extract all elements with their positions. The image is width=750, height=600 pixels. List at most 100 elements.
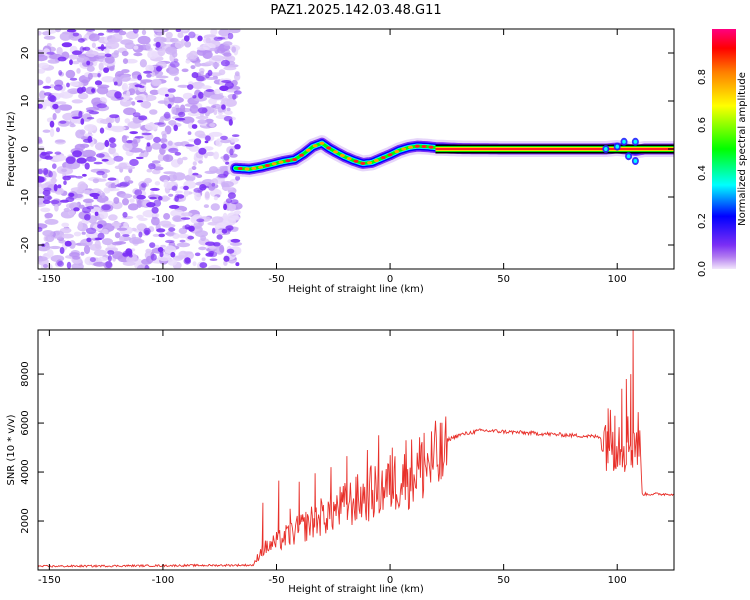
noise-blob-strong [223, 115, 233, 122]
noise-blob [45, 76, 52, 84]
noise-blob-strong [105, 260, 113, 268]
noise-blob [140, 101, 152, 109]
noise-blob-strong [196, 218, 205, 223]
noise-blob [67, 210, 75, 216]
noise-blob [71, 99, 84, 104]
noise-blob [132, 195, 137, 199]
x-tick-label: 50 [497, 575, 510, 586]
noise-blob-strong [86, 156, 97, 162]
colorbar-label: Normalized spectral amplitude [737, 72, 748, 226]
noise-blob [38, 68, 46, 74]
noise-blob [138, 217, 148, 221]
noise-blob [204, 191, 210, 199]
noise-blob [81, 231, 86, 235]
noise-blob [136, 199, 143, 208]
noise-blob [121, 135, 127, 143]
noise-blob-strong [96, 103, 108, 109]
ridge-peak [271, 162, 277, 166]
noise-blob-strong [227, 32, 234, 40]
noise-blob-strong [132, 112, 141, 118]
noise-blob-strong [201, 186, 210, 189]
noise-blob-strong [216, 234, 223, 240]
noise-blob-strong [232, 93, 237, 100]
noise-blob [83, 190, 92, 195]
noise-blob-strong [229, 148, 234, 156]
noise-blob-strong [76, 157, 87, 164]
noise-blob [157, 48, 166, 57]
ridge-peak [305, 148, 311, 152]
noise-blob-strong [107, 255, 112, 262]
noise-blob [143, 151, 149, 158]
disturbance-core [604, 147, 608, 151]
noise-blob [146, 168, 153, 173]
noise-blob-strong [65, 156, 76, 164]
noise-blob [192, 261, 197, 267]
noise-blob-strong [86, 116, 95, 120]
noise-blob [125, 58, 138, 64]
noise-blob [59, 227, 72, 234]
noise-blob [47, 249, 54, 258]
noise-blob [99, 210, 109, 219]
ridge-peak [319, 141, 325, 145]
noise-blob [43, 35, 56, 40]
noise-blob-strong [85, 29, 96, 32]
noise-blob-strong [71, 50, 83, 55]
noise-blob [83, 133, 94, 137]
noise-blob [61, 222, 70, 228]
noise-blob-strong [122, 211, 128, 218]
noise-blob [181, 29, 188, 32]
noise-blob-strong [107, 122, 112, 128]
noise-blob-strong [170, 251, 176, 258]
ridge-peak [251, 166, 257, 170]
noise-blob [151, 142, 162, 150]
ridge-peak [380, 156, 386, 160]
noise-blob [114, 232, 121, 239]
noise-blob-strong [233, 90, 242, 95]
colorbar: 0.0 0.2 0.4 0.6 0.8 Normalized spectral ampl… [697, 29, 748, 277]
noise-blob [216, 222, 231, 227]
noise-blob [108, 146, 116, 155]
x-tick-label: 100 [608, 575, 627, 586]
noise-blob-strong [156, 66, 162, 72]
noise-blob [125, 256, 139, 263]
noise-blob-strong [193, 138, 202, 146]
noise-blob-strong [53, 184, 58, 192]
noise-blob-strong [115, 184, 122, 188]
noise-blob-strong [158, 233, 165, 238]
noise-blob-strong [50, 199, 60, 205]
noise-blob [82, 149, 96, 158]
noise-blob-strong [149, 196, 157, 200]
noise-blob [226, 107, 231, 112]
noise-blob [153, 36, 167, 44]
ridge-peak [285, 159, 291, 163]
noise-blob [42, 230, 54, 237]
ridge-peak [326, 146, 332, 150]
noise-blob-strong [101, 158, 109, 162]
noise-blob-strong [187, 235, 195, 240]
noise-blob [69, 123, 76, 128]
noise-blob [189, 104, 199, 114]
noise-blob [183, 189, 189, 197]
noise-blob [137, 35, 151, 45]
noise-blob [210, 203, 220, 211]
disturbance-core [626, 154, 631, 159]
noise-blob [211, 216, 224, 224]
noise-blob [178, 227, 188, 235]
noise-blob-strong [183, 257, 192, 265]
noise-blob-strong [109, 114, 120, 119]
noise-blob-strong [107, 177, 117, 181]
noise-blob-strong [38, 168, 43, 175]
noise-blob-strong [72, 32, 80, 37]
noise-blob [111, 201, 123, 210]
noise-blob [191, 166, 197, 170]
ridge-peak [346, 157, 352, 161]
snr-axes: -150 -100 -50 0 50 100 2000 4000 6000 8000 [20, 330, 674, 586]
ridge-peak [367, 161, 373, 165]
noise-blob [128, 147, 143, 153]
colorbar-ticks: 0.0 0.2 0.4 0.6 0.8 [697, 69, 708, 277]
noise-blob [49, 128, 55, 138]
noise-blob [164, 245, 177, 254]
noise-blob [188, 167, 193, 176]
noise-blob-strong [82, 173, 87, 177]
